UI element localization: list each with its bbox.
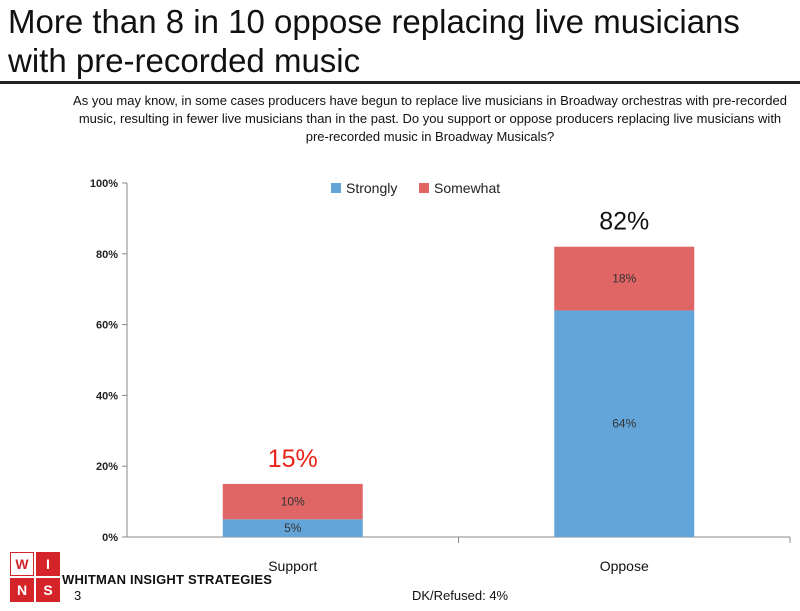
x-category-oppose: Oppose [600, 558, 649, 574]
legend-label-somewhat: Somewhat [434, 180, 500, 196]
chart-bars [222, 246, 695, 537]
logo-cell-i: I [36, 552, 60, 576]
logo-cell-w: W [10, 552, 34, 576]
title-divider [0, 81, 800, 84]
legend-swatch-somewhat [419, 183, 429, 193]
x-category-support: Support [268, 558, 317, 574]
y-tick-label: 40% [96, 390, 118, 402]
chart-legend: Strongly Somewhat [331, 180, 500, 196]
legend-label-strongly: Strongly [346, 180, 397, 196]
wins-logo: W I N S [10, 552, 60, 602]
data-label-support-strongly: 5% [284, 521, 302, 535]
survey-question: As you may know, in some cases producers… [73, 93, 787, 144]
bar-oppose-somewhat [554, 246, 695, 311]
logo-cell-s: S [36, 578, 60, 602]
y-tick-label: 60% [96, 320, 118, 332]
bar-oppose-strongly [554, 310, 695, 537]
y-tick-label: 80% [96, 249, 118, 261]
bar-support-somewhat [222, 483, 363, 520]
y-axis-ticks: 0% 20% 40% 60% 80% 100% [90, 178, 791, 544]
y-tick-label: 20% [96, 461, 118, 473]
page-number: 3 [74, 588, 82, 603]
y-tick-label: 100% [90, 178, 118, 190]
chart-data-labels: 5% 10% 15% Support 64% 18% 82% Oppose [268, 208, 650, 574]
logo-cell-n: N [10, 578, 34, 602]
data-label-oppose-somewhat: 18% [612, 272, 636, 286]
data-label-support-somewhat: 10% [281, 495, 305, 509]
y-tick-label: 0% [102, 532, 118, 544]
dk-refused-note: DK/Refused: 4% [412, 588, 509, 603]
legend-swatch-strongly [331, 183, 341, 193]
total-label-oppose: 82% [599, 208, 649, 236]
bar-support-strongly [222, 519, 363, 537]
slide-title: More than 8 in 10 oppose replacing live … [8, 3, 740, 79]
brand-name: WHITMAN INSIGHT STRATEGIES [62, 572, 273, 587]
total-label-support: 15% [268, 445, 318, 473]
data-label-oppose-strongly: 64% [612, 417, 636, 431]
